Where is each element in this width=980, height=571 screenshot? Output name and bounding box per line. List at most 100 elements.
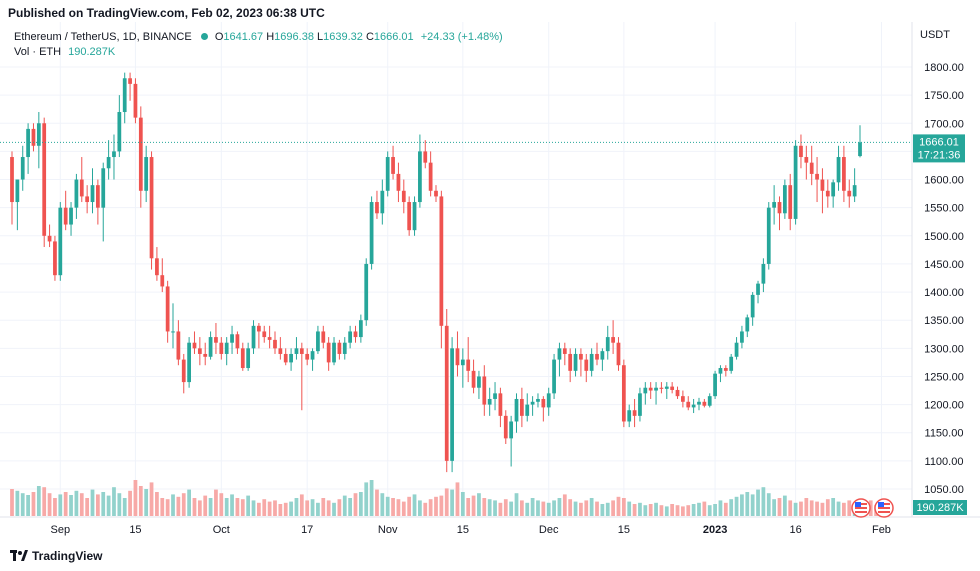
candle-body [621,365,626,422]
chart-legend: Ethereum / TetherUS, 1D, BINANCE O1641.6… [14,30,503,60]
candle-body [852,185,857,197]
volume-bar [713,504,717,516]
candle-body [401,190,406,203]
volume-bar [283,502,288,516]
volume-bar [219,493,224,516]
candle-body [144,157,149,191]
low-label: L [317,31,324,43]
candle-body [627,410,632,422]
volume-bar [766,493,771,516]
candle-body [26,128,30,158]
volume-value: 190.287K [68,46,116,58]
candle-body [79,179,84,197]
volume-bar [31,492,36,516]
volume-bar [482,498,487,516]
volume-bar [702,501,707,516]
time-tick-label: 15 [457,524,469,536]
candle-body [557,348,562,360]
event-flags[interactable] [851,498,894,518]
us-flag-icon[interactable] [851,498,871,518]
volume-bar [740,494,744,516]
volume-bar [203,495,208,516]
volume-bar [106,495,111,516]
volume-bar [847,500,852,516]
candle-body [418,151,422,203]
candle-body [289,353,293,363]
volume-bar [128,490,132,516]
candle-body [138,117,143,191]
candle-body [761,263,766,284]
candle-body [369,202,374,264]
candle-body [858,142,862,157]
time-tick-label: 17 [301,524,313,536]
candle-body [611,337,615,343]
candle-body [820,179,825,191]
time-axis[interactable]: Sep 15 Oct 17 Nov 15 Dec 15 2023 16 Feb [51,524,891,536]
time-tick-label: Oct [213,524,230,536]
volume-bar [192,498,197,516]
footer-brand: TradingView [10,549,102,563]
candle-body [47,235,52,242]
volume-bar [74,490,79,516]
candle-body [117,112,122,152]
candle-body [460,359,465,366]
candle-body [396,173,401,191]
candle-body [745,317,750,332]
open-label: O [214,31,224,43]
volume-bar [267,501,272,516]
candle-body [686,401,691,408]
candle-body [219,342,224,354]
volume-bar [278,504,283,516]
volume-bar [138,486,143,516]
candle-body [192,342,197,349]
candle-body [632,410,637,416]
candle-body [659,387,664,389]
candle-body [214,337,218,343]
candle-body [316,331,320,352]
price-axis[interactable]: 1050.00 1100.00 1150.00 1200.00 1250.00 1300.… [924,62,964,496]
volume-bar [348,498,353,516]
candle-body [251,325,256,349]
time-tick-label: Nov [378,524,398,536]
price-tick-label: 1300.00 [924,343,964,355]
candle-body [428,162,433,191]
volume-bar [691,504,696,516]
price-chart[interactable]: USDT 1050.00 1100.00 1150.00 1200.00 1250.00… [0,22,980,547]
volume-bar [605,502,610,516]
volume-bar [600,504,605,516]
volume-bar [546,502,551,516]
symbol-description[interactable]: Ethereum / TetherUS, 1D, BINANCE [14,31,192,43]
candle-body [358,320,363,338]
volume-bar [487,499,492,516]
low-value: 1639.32 [323,31,363,43]
candle-body [600,351,605,360]
volume-bar [412,494,417,516]
candle-body [20,157,25,180]
candle-body [53,241,57,276]
volume-bar [772,499,777,516]
candle-body [734,342,739,357]
volume-bar [171,494,175,516]
us-flag-icon[interactable] [874,498,894,518]
candle-body [133,83,138,118]
volume-bar [407,496,412,516]
candle-body [605,337,610,352]
time-tick-label: 2023 [703,524,727,536]
candle-body [262,331,267,338]
volume-bar [659,505,664,516]
price-tick-label: 1100.00 [925,456,964,468]
volume-bar [707,505,712,516]
candle-body [675,389,680,397]
volume-row: Vol · ETH 190.287K [14,45,503,60]
high-label: H [266,31,275,43]
volume-bar [385,496,390,516]
volume-bar [396,499,401,516]
volume-bar [310,499,315,516]
candle-body [482,376,487,405]
candle-body [831,182,836,197]
candle-body [772,202,777,208]
candle-body [536,398,540,402]
candle-body [122,78,127,113]
candle-body [160,275,165,287]
chart-area[interactable]: USDT 1050.00 1100.00 1150.00 1200.00 1250.00… [0,22,980,547]
